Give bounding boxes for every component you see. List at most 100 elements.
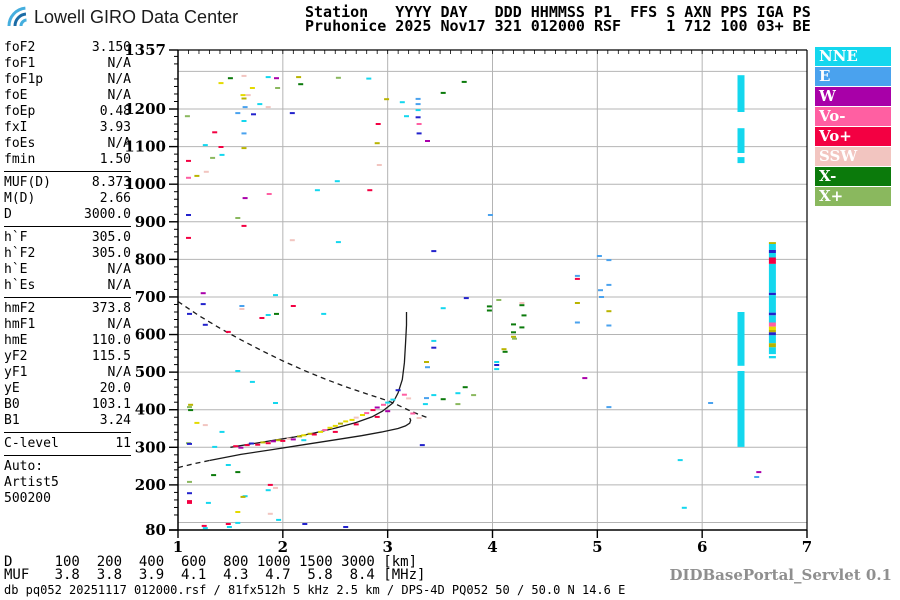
echo-point — [241, 147, 247, 150]
echo-point — [416, 132, 422, 135]
param-value: 115.5 — [91, 349, 131, 364]
echo-point — [187, 406, 192, 409]
echo-point — [455, 403, 461, 406]
param-label: Auto: — [4, 459, 44, 474]
echo-point — [219, 153, 225, 156]
echo-point — [241, 224, 247, 227]
echo-bar-segment — [737, 312, 745, 366]
echo-point — [210, 156, 216, 159]
echo-point — [399, 101, 405, 104]
param-separator — [4, 297, 131, 298]
y-axis-label: 400 — [135, 401, 166, 419]
echo-point — [332, 430, 338, 433]
y-axis-label: 700 — [135, 288, 166, 306]
muf-row: MUF 3.8 3.8 3.9 4.1 4.3 4.7 5.8 8.4 [MHz… — [4, 567, 426, 583]
echo-point — [267, 512, 273, 515]
y-axis-label: 300 — [135, 438, 166, 456]
param-label: C-level — [4, 436, 59, 451]
echo-point — [708, 402, 714, 404]
echo-point — [187, 480, 192, 483]
distance-row: D 100 200 400 600 800 1000 1500 3000 [km… — [4, 554, 418, 570]
echo-point — [511, 331, 516, 334]
echo-point — [244, 444, 250, 447]
y-axis-label: 800 — [135, 250, 166, 268]
echo-point — [265, 76, 271, 79]
echo-point — [265, 106, 271, 109]
param-label: hmF1 — [4, 317, 36, 332]
echo-point — [187, 501, 192, 504]
param-row: Artist5 — [4, 475, 131, 491]
echo-point — [574, 321, 580, 324]
echo-point — [241, 97, 247, 100]
echo-point — [381, 403, 386, 406]
echo-point — [512, 337, 517, 340]
echo-point — [289, 239, 295, 242]
echo-point — [297, 435, 303, 438]
echo-point — [273, 402, 278, 404]
echo-point — [385, 410, 391, 413]
legend-item-x+: X+ — [815, 187, 891, 206]
echo-point — [519, 326, 525, 329]
echo-point — [415, 109, 421, 112]
echo-point — [349, 418, 355, 421]
echo-point — [681, 506, 687, 509]
x-axis-label: 5 — [592, 538, 602, 556]
param-row: foEs N/A — [4, 136, 131, 152]
echo-point — [385, 401, 391, 404]
echo-point — [245, 94, 251, 97]
echo-point — [370, 409, 376, 412]
echo-point — [374, 142, 380, 145]
echo-point — [374, 415, 380, 418]
echo-point — [274, 77, 279, 80]
param-value: 373.8 — [91, 301, 131, 316]
param-row: hmE 110.0 — [4, 333, 131, 349]
y-axis-label: 200 — [135, 476, 166, 494]
param-label: foEs — [4, 136, 36, 151]
echo-point — [367, 189, 373, 192]
param-label: fmin — [4, 152, 36, 167]
param-row: M(D) 2.66 — [4, 191, 131, 207]
echo-point — [255, 443, 261, 446]
echo-point — [240, 94, 246, 97]
echo-point — [343, 526, 349, 528]
echo-point — [218, 82, 224, 85]
echo-point — [314, 189, 320, 192]
echo-point — [364, 412, 370, 415]
echo-point — [415, 116, 421, 119]
echo-point — [302, 523, 308, 525]
echo-point — [298, 83, 304, 86]
param-value: 0.48 — [99, 104, 131, 119]
echo-point — [375, 123, 381, 125]
echo-point — [235, 521, 241, 524]
echo-point — [186, 159, 191, 162]
echo-point — [290, 438, 296, 441]
servlet-version-label: DIDBasePortal_Servlet 0.1 — [669, 566, 892, 584]
echo-bar-segment — [768, 257, 776, 264]
echo-point — [218, 146, 224, 148]
echo-point — [240, 495, 246, 498]
param-value: N/A — [107, 365, 131, 380]
echo-point — [327, 426, 333, 429]
echo-point — [200, 303, 206, 306]
param-row: fmin 1.50 — [4, 152, 131, 168]
true-height-profile — [209, 417, 412, 462]
echo-bar-segment — [768, 322, 776, 327]
echo-point — [186, 214, 191, 216]
echo-point — [205, 501, 211, 504]
echo-point — [521, 314, 527, 317]
echo-point — [376, 164, 382, 166]
echo-point — [249, 87, 255, 89]
echo-point — [266, 193, 272, 195]
param-label: yF2 — [4, 349, 28, 364]
echo-point — [280, 439, 286, 442]
param-value: N/A — [107, 56, 131, 71]
param-value: 2.66 — [99, 191, 131, 206]
param-row: h`E N/A — [4, 262, 131, 278]
echo-point — [273, 486, 278, 489]
echo-point — [366, 77, 372, 80]
echo-bar-segment — [737, 75, 745, 112]
echo-bar-segment — [768, 347, 776, 355]
echo-point — [406, 397, 412, 400]
x-axis-label: 7 — [802, 538, 812, 556]
